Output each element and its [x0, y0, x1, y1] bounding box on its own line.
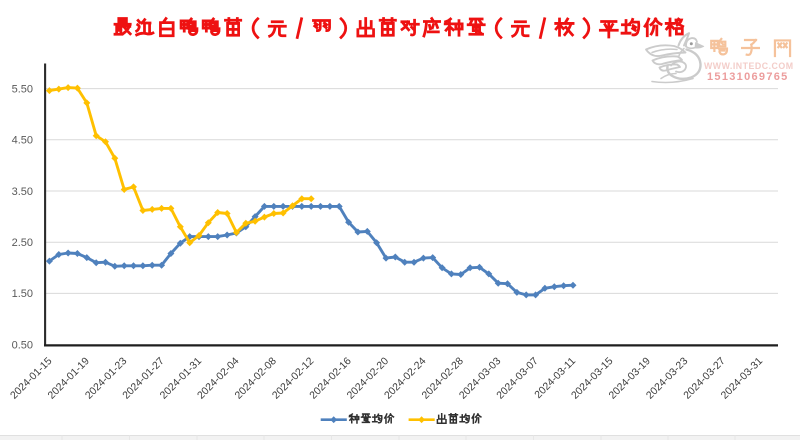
svg-text:15131069765: 15131069765 — [707, 71, 789, 83]
svg-text:WWW.INTEDC.COM: WWW.INTEDC.COM — [704, 61, 794, 71]
svg-text:2.50: 2.50 — [12, 237, 33, 249]
svg-text:0.50: 0.50 — [12, 339, 33, 351]
svg-text:1.50: 1.50 — [12, 288, 33, 300]
svg-text:4.50: 4.50 — [12, 135, 33, 147]
svg-text:5.50: 5.50 — [12, 83, 33, 95]
svg-text:3.50: 3.50 — [12, 186, 33, 198]
